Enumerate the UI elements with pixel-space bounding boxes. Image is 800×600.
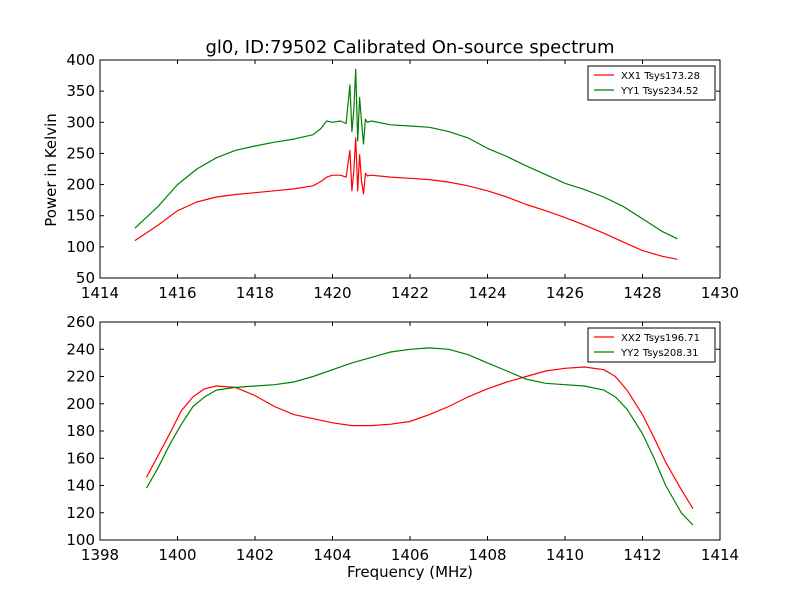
bottom-x-tick-label: 1398 (81, 546, 119, 564)
bottom-x-tick-label: 1414 (701, 546, 739, 564)
bottom-legend-label: XX2 Tsys196.71 (621, 333, 700, 344)
top-x-tick-label: 1424 (468, 284, 506, 302)
top-y-tick-label: 350 (66, 82, 95, 100)
bottom-y-tick-label: 220 (66, 368, 95, 386)
top-y-tick-label: 50 (76, 269, 95, 287)
bottom-y-tick-label: 240 (66, 340, 95, 358)
bottom-chart-x-axis-label: Frequency (MHz) (347, 563, 473, 581)
top-x-tick-label: 1414 (81, 284, 119, 302)
top-x-tick-label: 1430 (701, 284, 739, 302)
bottom-y-tick-label: 120 (66, 504, 95, 522)
top-legend-box (587, 65, 716, 101)
top-x-tick-label: 1418 (236, 284, 274, 302)
bottom-x-tick-label: 1402 (236, 546, 274, 564)
top-y-tick-label: 250 (66, 144, 95, 162)
top-chart-title: gl0, ID:79502 Calibrated On-source spect… (205, 37, 614, 58)
bottom-series-line-xx2 (145, 366, 694, 510)
bottom-x-tick-label: 1412 (623, 546, 661, 564)
bottom-legend-box (587, 327, 716, 363)
top-chart-y-axis-label: Power in Kelvin (42, 113, 60, 227)
top-x-tick-label: 1422 (391, 284, 429, 302)
bottom-y-tick-label: 160 (66, 449, 95, 467)
bottom-y-tick-label: 140 (66, 477, 95, 495)
top-series-line-xx1 (134, 137, 678, 260)
top-y-tick-label: 200 (66, 176, 95, 194)
top-y-tick-label: 100 (66, 238, 95, 256)
top-x-tick-label: 1416 (158, 284, 196, 302)
bottom-y-tick-label: 180 (66, 422, 95, 440)
bottom-y-tick-label: 100 (66, 531, 95, 549)
top-legend-label: XX1 Tsys173.28 (621, 71, 700, 82)
bottom-x-tick-label: 1410 (546, 546, 584, 564)
bottom-x-tick-label: 1400 (158, 546, 196, 564)
top-chart: 1414 1416 1418 1420 1422 1424 1426 1428 1430 50 10… (66, 51, 739, 302)
top-x-tick-label: 1428 (623, 284, 661, 302)
bottom-legend: XX2 Tsys196.71 YY2 Tsys208.31 (587, 327, 716, 363)
bottom-y-tick-label: 200 (66, 395, 95, 413)
top-legend: XX1 Tsys173.28 YY1 Tsys234.52 (587, 65, 716, 101)
top-y-tick-label: 150 (66, 207, 95, 225)
bottom-x-tick-label: 1406 (391, 546, 429, 564)
top-series-line-yy1 (134, 68, 678, 240)
top-x-tick-label: 1426 (546, 284, 584, 302)
bottom-x-tick-label: 1404 (313, 546, 351, 564)
bottom-chart: 1398 1400 1402 1404 1406 1408 1410 1412 1414 100 1… (66, 313, 739, 564)
bottom-legend-label: YY2 Tsys208.31 (620, 348, 699, 359)
bottom-series-line-yy2 (145, 347, 694, 526)
top-x-tick-label: 1420 (313, 284, 351, 302)
top-y-tick-label: 300 (66, 113, 95, 131)
top-y-tick-label: 400 (66, 51, 95, 69)
bottom-x-tick-label: 1408 (468, 546, 506, 564)
top-legend-label: YY1 Tsys234.52 (620, 86, 699, 97)
bottom-y-tick-label: 260 (66, 313, 95, 331)
